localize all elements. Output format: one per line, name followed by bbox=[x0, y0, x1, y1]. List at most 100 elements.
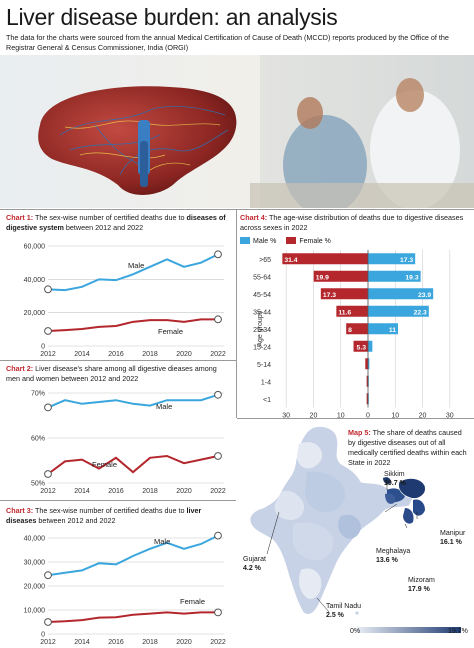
legend-female: Female % bbox=[286, 237, 331, 245]
chart1-caption: Chart 1: The sex-wise number of certifie… bbox=[6, 213, 226, 232]
chart1-y-tick-label: 0 bbox=[41, 344, 45, 351]
chart3-x-tick-label: 2018 bbox=[142, 639, 158, 646]
chart4-x-tick-label: 10 bbox=[337, 413, 345, 419]
chart2-series-female-line bbox=[47, 454, 219, 475]
chart4-x-tick-label: 30 bbox=[282, 413, 290, 419]
chart4-x-tick-label: 10 bbox=[391, 413, 399, 419]
chart4-bar-female bbox=[366, 375, 368, 387]
hero-illustration bbox=[0, 55, 474, 208]
chart4-category-label: 55-64 bbox=[253, 274, 271, 281]
chart1-series-female-endpoint bbox=[44, 327, 52, 335]
map5-caption: Map 5: The share of deaths caused by dig… bbox=[348, 428, 467, 467]
chart3-y-tick-label: 40,000 bbox=[24, 536, 46, 543]
chart4-bar-female bbox=[313, 270, 368, 282]
chart3-x-tick-label: 2014 bbox=[74, 639, 90, 646]
chart4-x-tick-label: 30 bbox=[446, 413, 454, 419]
chart2-x-tick-label: 2018 bbox=[142, 488, 158, 495]
chart4-x-tick-label: 20 bbox=[310, 413, 318, 419]
chart4-category-label: 25-34 bbox=[253, 327, 271, 334]
chart1-x-tick-label: 2014 bbox=[74, 351, 90, 358]
chart4-data-label-female: 31.4 bbox=[284, 257, 297, 264]
chart4-bar-male bbox=[368, 270, 421, 282]
chart4-bar-female bbox=[346, 323, 368, 335]
chart1-x-tick-label: 2012 bbox=[40, 351, 56, 358]
chart3-series-female-endpoint bbox=[214, 608, 222, 617]
chart1-x-tick-label: 2020 bbox=[176, 351, 192, 358]
legend-male: Male % bbox=[240, 237, 276, 245]
india-choropleth-map bbox=[249, 426, 461, 633]
chart4-category-label: >65 bbox=[259, 257, 271, 264]
liver-model-icon bbox=[38, 86, 237, 195]
chart1-y-tick-label: 20,000 bbox=[24, 310, 46, 317]
state-label-manipur: Manipur 16.1 % bbox=[440, 530, 466, 546]
chart2-series-label-male: Male bbox=[156, 402, 172, 411]
chart3-series-male-line bbox=[47, 534, 219, 577]
chart1-y-tick-label: 60,000 bbox=[24, 244, 46, 251]
chart2-series-male-endpoint bbox=[44, 403, 52, 412]
chart2-x-tick-label: 2014 bbox=[74, 488, 90, 495]
chart1-series-female-line bbox=[47, 318, 218, 332]
chart3-caption: Chart 3: The sex-wise number of certifie… bbox=[6, 506, 202, 525]
chart4-x-tick-label: 20 bbox=[419, 413, 427, 419]
chart2-caption: Chart 2: Liver disease's share among all… bbox=[6, 364, 217, 383]
chart3-x-tick-label: 2016 bbox=[108, 639, 124, 646]
chart4-bar-male bbox=[368, 393, 369, 405]
state-label-mizoram: Mizoram 17.9 % bbox=[408, 577, 435, 593]
column-divider bbox=[236, 210, 237, 418]
chart2-x-tick-label: 2022 bbox=[210, 488, 226, 495]
state-label-tamil-nadu: Tamil Nadu 2.5 % bbox=[326, 603, 362, 619]
chart2-series-male-line bbox=[47, 393, 219, 409]
chart2-series-male-endpoint bbox=[214, 390, 222, 399]
chart1-x-tick-label: 2022 bbox=[210, 351, 226, 358]
doctor-figure bbox=[370, 90, 460, 208]
scale-max-label: 19.7% bbox=[448, 628, 468, 635]
chart4-data-label-female: 19.9 bbox=[316, 274, 329, 281]
chart1-x-tick-label: 2016 bbox=[108, 351, 124, 358]
chart4-bar-female bbox=[366, 393, 368, 405]
map-color-scale bbox=[357, 627, 461, 633]
chart4-data-label-female: 8 bbox=[348, 327, 352, 334]
chart4-data-label-male: 11 bbox=[389, 327, 396, 334]
chart4-category-label: 15-24 bbox=[253, 344, 271, 351]
chart1-series-male-endpoint bbox=[44, 285, 52, 294]
chart3-series-label-female: Female bbox=[180, 597, 205, 606]
chart2-y-tick-label: 70% bbox=[31, 391, 45, 398]
chart4-category-label: 5-14 bbox=[257, 362, 271, 369]
chart1-series-male-line bbox=[47, 253, 219, 292]
chart4-bar-male bbox=[368, 305, 429, 317]
chart1-line-chart: 0 20,000 40,000 60,000 2012 2014 2016 2018 2020 2… bbox=[24, 244, 226, 359]
chart2-x-tick-label: 2020 bbox=[176, 488, 192, 495]
chart4-bar-female bbox=[320, 288, 368, 300]
state-label-gujarat: Gujarat 4.2 % bbox=[243, 556, 266, 572]
chart4-bar-female bbox=[336, 305, 368, 317]
chart1-series-label-female: Female bbox=[158, 327, 183, 336]
chart3-line-chart: 0 10,000 20,000 30,000 40,000 2012 2014 2016 201… bbox=[24, 531, 226, 646]
chart3-y-tick-label: 0 bbox=[41, 632, 45, 639]
state-label-sikkim: Sikkim 19.7 % bbox=[384, 471, 406, 487]
chart4-caption: Chart 4: The age-wise distribution of de… bbox=[240, 213, 464, 232]
chart2-x-tick-label: 2012 bbox=[40, 488, 56, 495]
chart4-data-label-female: 5.3 bbox=[357, 344, 367, 351]
chart1-series-female-endpoint bbox=[214, 315, 222, 324]
chart4-category-label: 35-44 bbox=[253, 309, 271, 316]
chart3-series-female-line bbox=[47, 611, 218, 623]
chart4-data-label-male: 19.3 bbox=[405, 274, 418, 281]
chart4-data-label-female: 17.3 bbox=[323, 292, 336, 299]
chart4-category-label: <1 bbox=[263, 397, 271, 404]
chart4-data-label-female: 11.6 bbox=[338, 309, 351, 316]
chart2-y-tick-label: 60% bbox=[31, 436, 45, 443]
chart4-bar-female bbox=[282, 253, 368, 265]
chart4-diverging-bar-chart: 30 20 10 0 10 20 30 Age groups >65 31.4 17.3 55-64 1… bbox=[253, 250, 454, 419]
chart3-y-tick-label: 30,000 bbox=[24, 560, 46, 567]
chart4-category-label: 45-54 bbox=[253, 292, 271, 299]
chart4-x-tick-label: 0 bbox=[366, 413, 370, 419]
chart4-bar-female bbox=[353, 340, 368, 352]
chart4-data-label-male: 17.3 bbox=[400, 257, 413, 264]
chart3-series-female-endpoint bbox=[44, 618, 52, 626]
chart4-bar-male bbox=[368, 323, 398, 335]
chart4-data-label-male: 23.9 bbox=[418, 292, 431, 299]
chart3-x-tick-label: 2022 bbox=[210, 639, 226, 646]
state-label-meghalaya: Meghalaya 13.6 % bbox=[376, 548, 411, 564]
chart2-x-tick-label: 2016 bbox=[108, 488, 124, 495]
chart4-bar-male bbox=[368, 358, 370, 370]
